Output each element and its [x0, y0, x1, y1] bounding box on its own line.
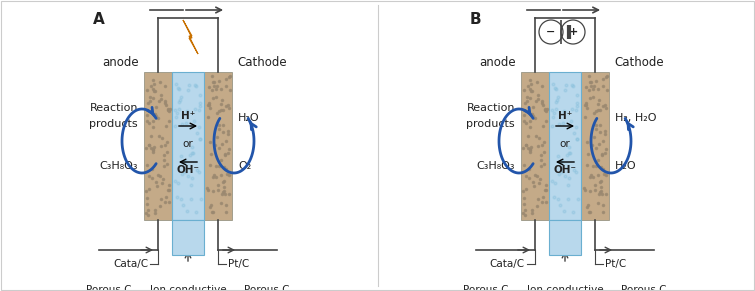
Text: Cathode: Cathode — [614, 56, 664, 68]
Text: −: − — [547, 27, 556, 37]
Text: I: I — [187, 0, 193, 1]
Text: Cata/C: Cata/C — [490, 259, 525, 269]
Polygon shape — [183, 20, 198, 54]
Text: H⁺: H⁺ — [181, 111, 195, 121]
Bar — [581, 72, 609, 220]
Bar — [521, 72, 549, 220]
Text: Porous C: Porous C — [86, 285, 132, 291]
Text: H₂O: H₂O — [615, 161, 636, 171]
Text: Cata/C: Cata/C — [113, 259, 148, 269]
Text: H₂, H₂O: H₂, H₂O — [615, 113, 657, 123]
Text: Cathode: Cathode — [237, 56, 287, 68]
Bar — [204, 72, 232, 220]
Text: anode: anode — [479, 56, 516, 68]
Text: C₃H₈O₃: C₃H₈O₃ — [476, 161, 515, 171]
Text: OH⁻: OH⁻ — [177, 165, 199, 175]
Text: OH⁻: OH⁻ — [553, 165, 577, 175]
Text: Ion conductive
membrane: Ion conductive membrane — [527, 285, 603, 291]
Text: Pt/C: Pt/C — [228, 259, 249, 269]
Text: +: + — [569, 27, 578, 37]
Bar — [549, 72, 581, 220]
Text: Porous C: Porous C — [621, 285, 667, 291]
Text: B: B — [470, 12, 482, 27]
Text: Pt/C: Pt/C — [605, 259, 626, 269]
Text: Porous C: Porous C — [245, 285, 290, 291]
Text: H₂O: H₂O — [238, 113, 260, 123]
Text: Reaction: Reaction — [90, 103, 138, 113]
Text: Ion conductive
membrane: Ion conductive membrane — [149, 285, 226, 291]
Bar — [144, 72, 172, 220]
Text: products: products — [467, 119, 515, 129]
Text: C₃H₈O₃: C₃H₈O₃ — [100, 161, 138, 171]
Text: A: A — [93, 12, 105, 27]
Text: Porous C: Porous C — [464, 285, 509, 291]
Bar — [172, 72, 204, 220]
Text: or: or — [559, 139, 570, 149]
Bar — [172, 220, 204, 255]
Text: I: I — [564, 0, 570, 1]
Text: anode: anode — [103, 56, 139, 68]
Text: Reaction: Reaction — [467, 103, 515, 113]
Bar — [549, 220, 581, 255]
Text: H⁺: H⁺ — [558, 111, 572, 121]
Text: O₂: O₂ — [238, 161, 251, 171]
Text: or: or — [183, 139, 193, 149]
Text: products: products — [89, 119, 138, 129]
